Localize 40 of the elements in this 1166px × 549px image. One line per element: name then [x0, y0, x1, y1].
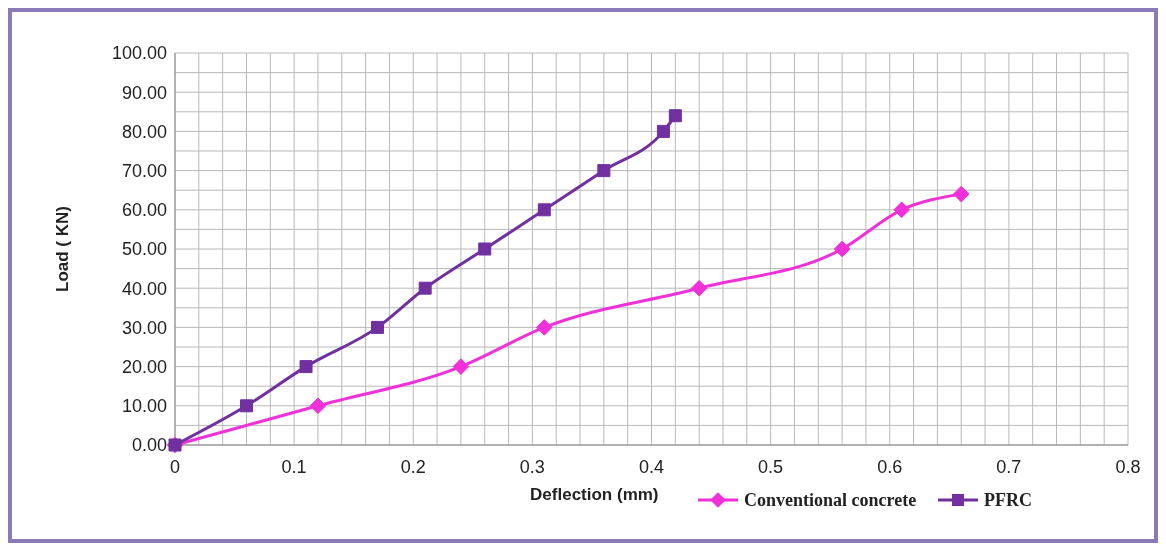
x-tick-label: 0.2 [400, 457, 426, 477]
point [371, 320, 385, 334]
legend-label: PFRC [984, 490, 1032, 511]
point [656, 124, 670, 138]
point [299, 360, 313, 374]
y-tick-label: 20.00 [121, 356, 167, 377]
x-axis-title: Deflection (mm) [530, 485, 659, 504]
x-tick-label: 0.4 [638, 457, 665, 477]
x-tick-label: 0 [169, 457, 181, 477]
point [239, 399, 253, 413]
x-tick-label: 0.6 [877, 457, 903, 477]
point [690, 279, 708, 297]
y-tick-label: 90.00 [121, 82, 167, 103]
y-tick-label: 30.00 [121, 317, 167, 338]
point [452, 358, 470, 375]
x-tick-label: 0.3 [519, 457, 545, 477]
point [668, 109, 682, 123]
x-tick-label: 0.5 [758, 457, 784, 477]
y-tick-label: 100.00 [111, 43, 167, 64]
point [833, 240, 851, 258]
y-tick-label: 10.00 [121, 396, 167, 417]
point [952, 185, 970, 203]
point [309, 397, 327, 415]
x-tick-label: 0.1 [281, 457, 307, 477]
point [893, 201, 910, 219]
point [478, 242, 492, 256]
legend-label: Conventional concrete [744, 490, 917, 511]
y-tick-label: 70.00 [121, 160, 167, 181]
point [597, 164, 611, 178]
point [537, 203, 551, 217]
x-tick-label: 0.8 [1115, 457, 1141, 477]
y-tick-label: 80.00 [121, 121, 167, 142]
y-axis-title: Load ( KN) [53, 206, 72, 292]
x-tick-label: 0.7 [996, 457, 1022, 477]
y-tick-label: 50.00 [121, 239, 167, 260]
y-tick-label: 60.00 [121, 200, 167, 221]
point [418, 281, 432, 295]
y-tick-label: 40.00 [121, 278, 167, 299]
point [535, 319, 553, 336]
y-tick-label: 0.00 [131, 435, 167, 456]
